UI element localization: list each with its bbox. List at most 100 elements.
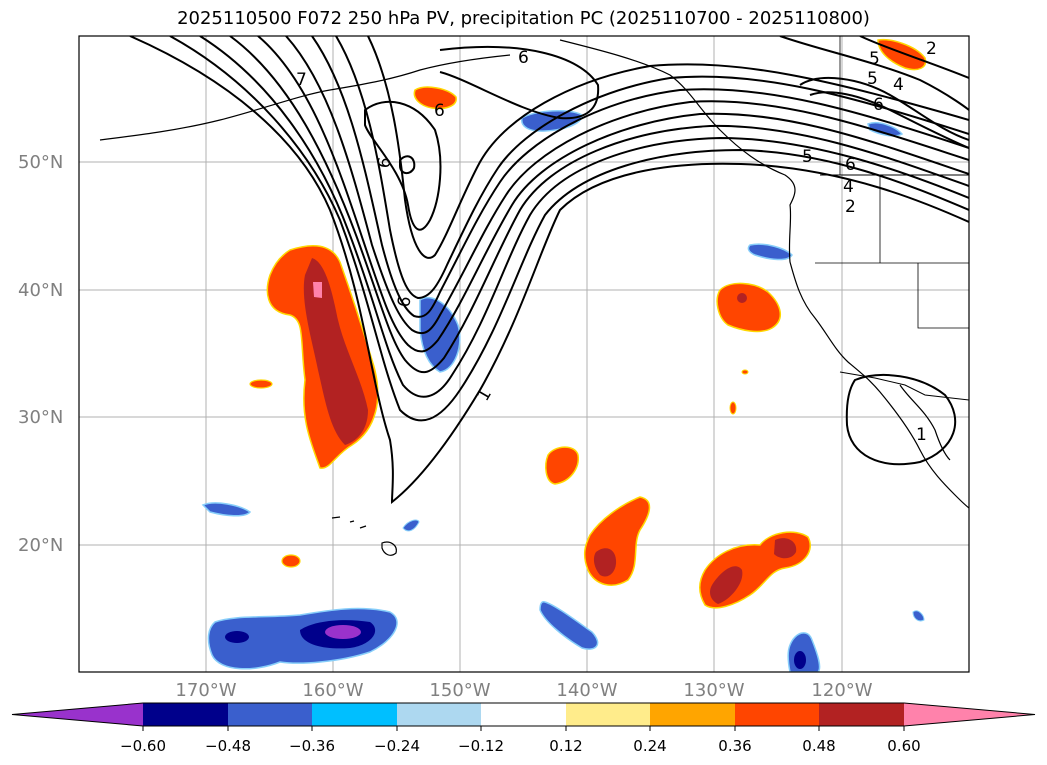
contour-label: 4 xyxy=(893,75,904,95)
pv-contour-6 xyxy=(285,36,969,335)
colorbar-segment xyxy=(397,703,481,726)
precip-blob-ne xyxy=(716,282,781,333)
colorbar-tick-label: 0.12 xyxy=(549,737,583,755)
colorbar-tick-label: −0.48 xyxy=(205,737,251,755)
border-state-vertical-b xyxy=(917,263,969,329)
contour-label: 5 xyxy=(867,69,878,89)
colorbar-segment xyxy=(143,703,228,726)
contour-label: 6 xyxy=(518,48,529,68)
pv-contour-9 xyxy=(367,36,969,259)
pv-closed-contour-north xyxy=(364,100,442,231)
pv-contour-4 xyxy=(229,36,969,374)
coast-baja-california xyxy=(899,384,951,461)
precip-blob-small-b xyxy=(281,554,301,568)
precip-blob-mid xyxy=(545,446,579,485)
pv-contour-1 xyxy=(129,36,969,505)
contour-label: 5 xyxy=(802,147,813,167)
colorbar-extension-min xyxy=(12,703,143,726)
pv-contour-2 xyxy=(169,36,969,422)
colorbar-segment xyxy=(312,703,397,726)
pv-contour-3 xyxy=(199,36,969,398)
colorbar xyxy=(11,702,1036,731)
precip-positive xyxy=(249,38,927,609)
precip-blob-far-ne xyxy=(877,38,927,71)
precip-core-se-b xyxy=(774,538,797,559)
colorbar-tick-label: −0.60 xyxy=(120,737,166,755)
border-us-mexico xyxy=(839,371,969,401)
precip-neg-blob-mid xyxy=(539,601,599,650)
pv-closed-contour-se xyxy=(845,374,957,466)
precip-negative xyxy=(201,109,925,672)
lat-label-50n: 50°N xyxy=(18,152,64,173)
lon-label-150w: 150°W xyxy=(429,680,491,701)
lon-label-140w: 140°W xyxy=(556,680,618,701)
precip-neg-blob-small-a xyxy=(402,519,420,532)
precip-core-south xyxy=(593,548,617,577)
contour-label: 6 xyxy=(873,95,884,115)
pv-contours xyxy=(129,36,969,505)
colorbar-tick-label: 0.36 xyxy=(718,737,752,755)
pv-contour-ne-3 xyxy=(859,36,969,79)
coast-north-america-west xyxy=(559,39,969,509)
lon-label-130w: 130°W xyxy=(683,680,745,701)
coastlines xyxy=(99,36,969,556)
pv-contour-5 xyxy=(257,36,969,353)
colorbar-tick-label: −0.36 xyxy=(289,737,335,755)
contour-label: 1 xyxy=(916,425,927,445)
precip-peak-west xyxy=(313,282,322,298)
contour-label: 2 xyxy=(845,197,856,217)
contour-label: 7 xyxy=(296,70,307,90)
precip-blob-small-c xyxy=(729,401,737,415)
colorbar-tick-label: 0.48 xyxy=(802,737,836,755)
colorbar-tick-label: −0.12 xyxy=(458,737,504,755)
graticule xyxy=(79,36,969,672)
pv-contour-ne-4 xyxy=(809,91,969,149)
precip-neg-blob-west xyxy=(201,502,252,517)
map-frame xyxy=(78,35,970,673)
pv-closed-contour-small xyxy=(399,155,416,174)
precip-blob-small-d xyxy=(741,369,749,375)
precip-core-west xyxy=(303,258,368,445)
colorbar-segment xyxy=(481,703,566,726)
precip-blob-north xyxy=(413,86,457,110)
chart-title: 2025110500 F072 250 hPa PV, precipitatio… xyxy=(177,8,870,29)
lat-label-20n: 20°N xyxy=(18,535,64,556)
precip-neg-blob-east xyxy=(747,243,793,261)
contour-label: 6 xyxy=(374,156,396,170)
lon-label-160w: 160°W xyxy=(302,680,364,701)
pv-contour-ne-2 xyxy=(799,77,969,141)
precip-neg-blob-small-b xyxy=(912,610,925,622)
colorbar-extension-max xyxy=(904,703,1035,726)
pv-contour-north-arc xyxy=(439,45,600,120)
contour-label: 6 xyxy=(394,295,416,309)
precip-neg-blob-ne xyxy=(867,122,904,137)
contour-label: 4 xyxy=(843,177,854,197)
pv-contour-ne-1 xyxy=(779,36,969,111)
colorbar-tick-label: −0.24 xyxy=(374,737,420,755)
contour-label: 6 xyxy=(845,155,856,175)
colorbar-segment xyxy=(228,703,312,726)
colorbar-tick-label: 0.24 xyxy=(633,737,667,755)
islands-hawaii-chain xyxy=(331,516,367,529)
lon-label-170w: 170°W xyxy=(175,680,237,701)
contour-label: 2 xyxy=(926,39,937,59)
precip-core-se-a xyxy=(710,566,743,604)
colorbar-segment xyxy=(566,703,650,726)
precip-neg-core-a xyxy=(225,631,249,643)
island-hawaii xyxy=(381,541,397,556)
colorbar-segment xyxy=(650,703,735,726)
colorbar-tick-label: 0.60 xyxy=(887,737,921,755)
precip-neg-core-se xyxy=(794,651,806,669)
lon-label-120w: 120°W xyxy=(811,680,873,701)
colorbar-segment xyxy=(819,703,904,726)
map-background xyxy=(79,36,969,672)
colorbar-segment xyxy=(735,703,819,726)
contour-label: 5 xyxy=(869,49,880,69)
precip-neg-peak xyxy=(325,625,361,639)
precip-blob-small-a xyxy=(249,379,273,389)
lat-label-40n: 40°N xyxy=(18,280,64,301)
pv-contour-7 xyxy=(311,36,969,318)
coast-aleutians-alaska xyxy=(99,54,511,141)
precip-core-ne xyxy=(737,293,747,303)
